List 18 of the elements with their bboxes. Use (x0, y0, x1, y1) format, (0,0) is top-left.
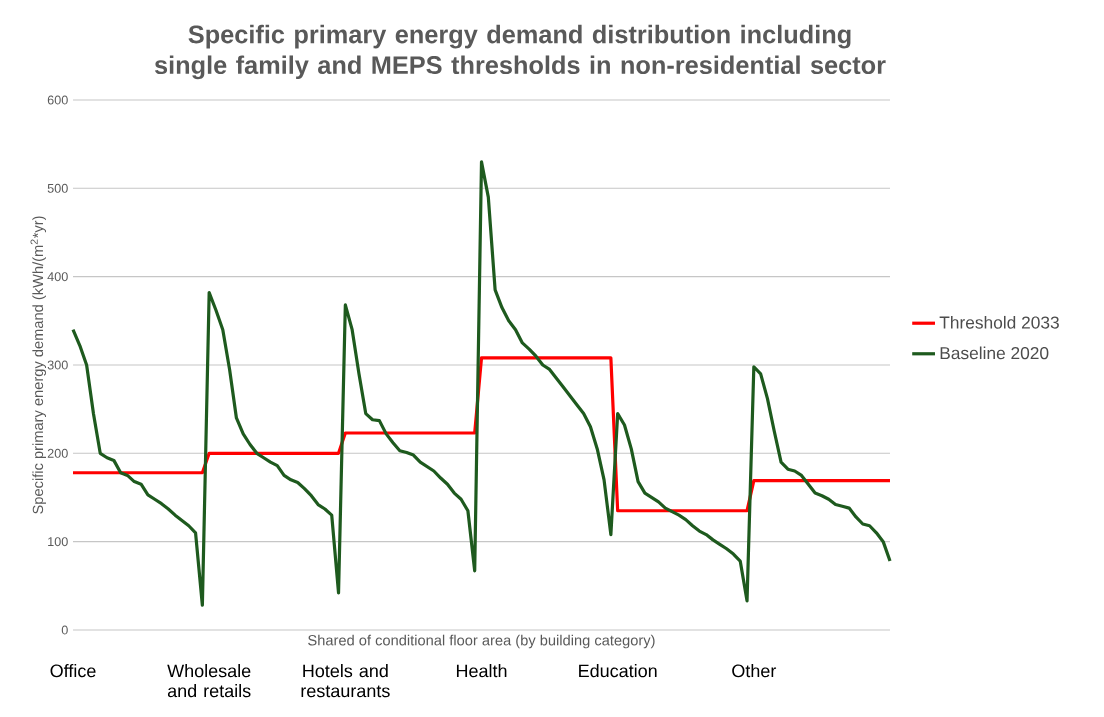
y-tick-label: 200 (47, 448, 68, 458)
y-tick-label: 0 (61, 625, 68, 635)
x-tick-label: Health (456, 664, 507, 678)
y-tick-label: 400 (47, 272, 68, 282)
y-tick-label: 100 (48, 537, 68, 547)
y-tick-label: 600 (47, 95, 68, 105)
x-axis-title: Shared of conditional floor area (by building category) (308, 634, 655, 649)
x-tick-label: Wholesale and retails (167, 664, 251, 698)
y-axis-title: Specific primary energy demand (kWh/(m$^{2}$*yr) (30, 216, 46, 514)
x-tick-label: Hotels and restaurants (301, 664, 390, 698)
legend-label: Threshold 2033 (939, 315, 1059, 329)
x-tick-label: Education (579, 664, 657, 678)
chart-title: Specific primary energy demand distribution including single family and MEPS thresholds in non-residential sector (154, 24, 886, 80)
y-tick-label: 500 (47, 183, 68, 193)
y-tick-label: 300 (47, 360, 68, 370)
x-tick-label: Other (732, 664, 777, 678)
x-tick-label: Office (50, 664, 96, 678)
legend-label: Baseline 2020 (940, 346, 1049, 360)
